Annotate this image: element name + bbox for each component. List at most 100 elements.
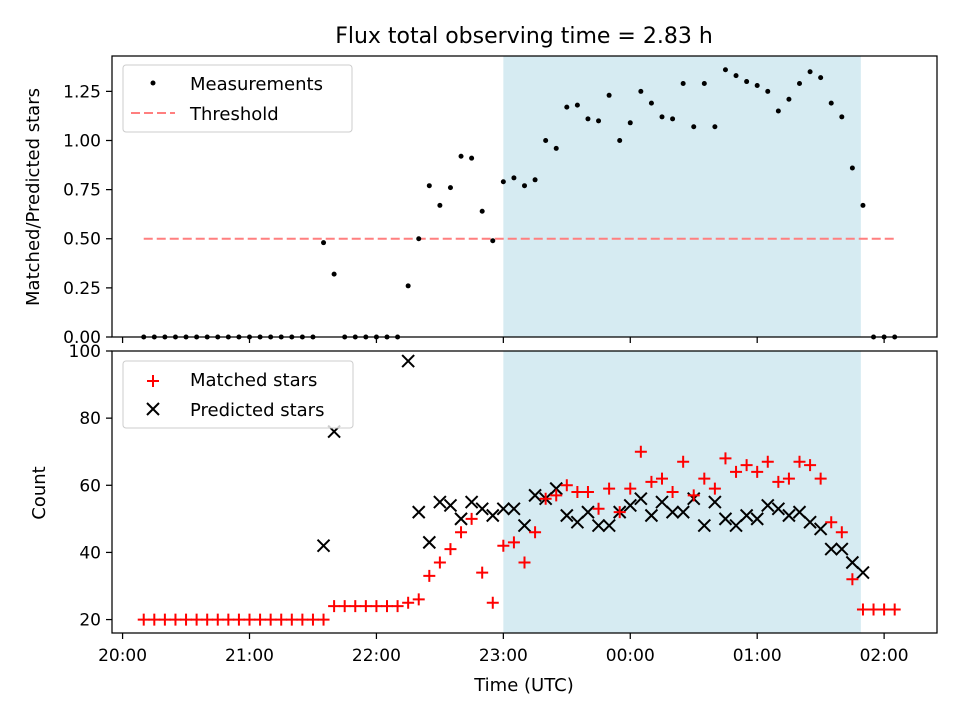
matched-star-marker <box>433 556 446 569</box>
measurement-point <box>701 81 707 87</box>
matched-star-marker <box>370 600 383 613</box>
measurement-point <box>849 165 855 171</box>
predicted-star-marker <box>697 518 712 533</box>
x-tick-label: 23:00 <box>479 646 528 666</box>
matched-star-marker <box>306 613 319 626</box>
top-legend: Measurements Threshold <box>122 64 353 133</box>
matched-star-marker <box>148 613 161 626</box>
predicted-star-marker <box>517 518 532 533</box>
matched-star-marker <box>158 613 171 626</box>
top-y-axis-label: Matched/Predicted stars <box>23 88 44 306</box>
predicted-star-marker <box>782 508 796 523</box>
predicted-star-marker <box>443 498 458 513</box>
matched-star-marker <box>571 486 584 498</box>
y-tick-label: 1.00 <box>63 131 101 151</box>
measurement-point <box>447 185 453 191</box>
matched-star-marker <box>814 472 827 485</box>
measurement-point <box>543 137 549 143</box>
predicted-star-marker <box>718 512 733 526</box>
matched-star-marker <box>645 475 658 488</box>
measurement-point <box>839 114 845 120</box>
predicted-star-marker <box>771 502 786 516</box>
matched-star-marker <box>412 593 425 606</box>
measurement-point <box>458 153 464 159</box>
y-tick-label: 0.75 <box>63 181 101 201</box>
matched-star-marker <box>222 613 235 626</box>
measurement-point <box>659 114 665 120</box>
predicted-star-marker <box>581 505 595 519</box>
x-tick-label: 00:00 <box>606 646 655 666</box>
matched-star-marker <box>761 455 774 468</box>
measurement-point <box>648 100 654 106</box>
measurement-point <box>638 88 644 94</box>
measurement-point <box>860 202 866 208</box>
matched-star-marker <box>740 459 753 472</box>
matched-star-marker <box>243 613 256 626</box>
predicted-star-marker <box>433 495 447 509</box>
predicted-star-marker <box>634 492 648 506</box>
bottom-y-axis-label: Count <box>29 466 50 519</box>
matched-star-marker <box>455 526 468 539</box>
matched-star-marker <box>254 613 267 626</box>
predicted-star-marker <box>454 512 468 526</box>
predicted-star-marker <box>496 502 511 516</box>
predicted-star-marker <box>856 565 870 580</box>
matched-star-marker <box>751 465 764 478</box>
measurement-point <box>574 102 580 108</box>
matched-star-marker <box>359 600 372 613</box>
y-tick-label: 40 <box>79 543 101 563</box>
measurement-point <box>670 116 676 122</box>
predicted-star-marker <box>464 495 479 509</box>
y-tick-label: 0.50 <box>63 230 101 250</box>
x-tick-label: 02:00 <box>860 646 909 666</box>
legend-matched-marker <box>147 375 159 387</box>
measurement-point <box>691 124 697 130</box>
matched-star-marker <box>878 603 891 616</box>
chart-title: Flux total observing time = 2.83 h <box>335 24 713 49</box>
matched-star-marker <box>476 566 489 579</box>
matched-star-marker <box>169 613 182 626</box>
legend-predicted-marker <box>146 402 160 416</box>
matched-star-marker <box>338 600 351 613</box>
legend-threshold-label: Threshold <box>189 104 279 125</box>
matched-star-marker <box>846 573 859 586</box>
matched-star-marker <box>465 512 478 525</box>
x-tick-label: 22:00 <box>352 646 401 666</box>
measurement-point <box>606 92 612 98</box>
measurement-point <box>807 69 813 75</box>
predicted-star-marker <box>570 515 585 529</box>
measurement-point <box>733 73 739 79</box>
measurement-point <box>405 283 411 289</box>
x-tick-label: 21:00 <box>225 646 274 666</box>
measurement-point <box>564 104 570 110</box>
measurement-point <box>522 183 527 189</box>
matched-star-marker <box>772 475 785 488</box>
matched-star-marker <box>296 613 309 626</box>
matched-star-marker <box>190 613 203 626</box>
matched-star-marker <box>867 603 880 616</box>
matched-star-marker <box>317 613 330 626</box>
measurement-point <box>754 82 760 88</box>
matched-star-marker <box>497 539 510 552</box>
matched-star-marker <box>782 472 795 485</box>
measurement-point <box>437 202 443 208</box>
measurement-point <box>511 175 517 181</box>
y-tick-label: 20 <box>79 611 101 631</box>
matched-star-marker <box>275 613 288 626</box>
matched-star-marker <box>423 569 436 582</box>
matched-star-marker <box>518 556 531 569</box>
matched-star-marker <box>391 600 404 613</box>
matched-star-marker <box>825 516 838 529</box>
predicted-star-marker <box>528 488 542 503</box>
x-tick-label: 01:00 <box>733 646 782 666</box>
y-tick-label: 100 <box>69 342 101 362</box>
matched-star-marker <box>264 613 277 626</box>
top-y-ticks: 0.00 0.25 0.50 0.75 1.00 1.25 <box>63 82 112 348</box>
top-observing-window <box>503 56 861 337</box>
matched-star-marker <box>211 613 224 626</box>
predicted-star-marker <box>792 505 807 519</box>
legend-matched-label: Matched stars <box>190 370 317 391</box>
matched-star-marker <box>232 613 245 626</box>
predicted-star-marker <box>835 542 849 556</box>
